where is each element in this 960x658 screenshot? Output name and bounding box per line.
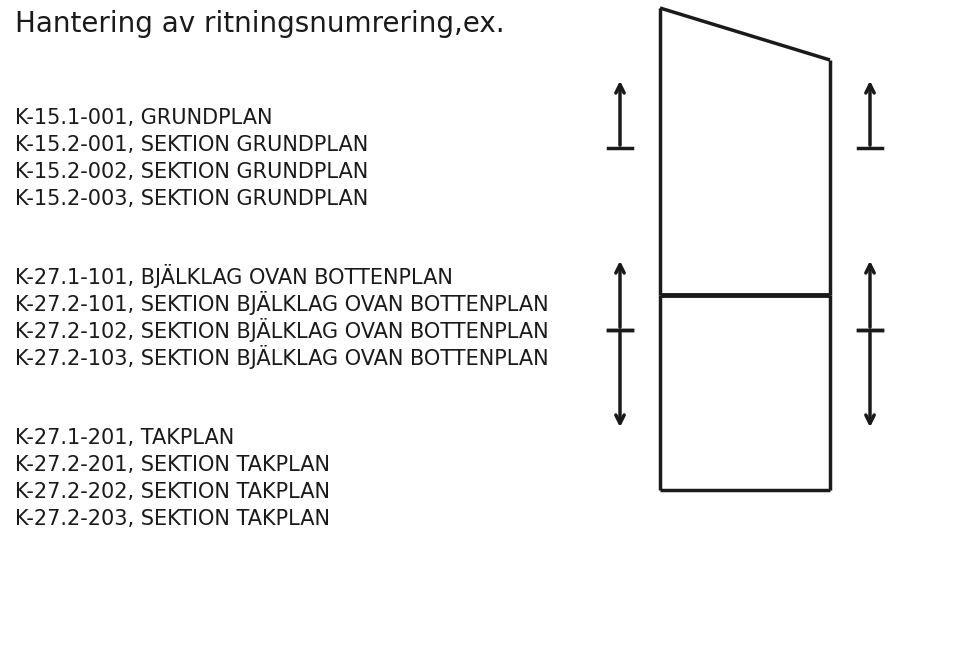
Text: K-27.2-103, SEKTION BJÄLKLAG OVAN BOTTENPLAN: K-27.2-103, SEKTION BJÄLKLAG OVAN BOTTEN… — [15, 345, 548, 369]
Text: K-27.2-203, SEKTION TAKPLAN: K-27.2-203, SEKTION TAKPLAN — [15, 509, 330, 529]
Text: K-27.2-202, SEKTION TAKPLAN: K-27.2-202, SEKTION TAKPLAN — [15, 482, 330, 502]
Text: K-27.2-102, SEKTION BJÄLKLAG OVAN BOTTENPLAN: K-27.2-102, SEKTION BJÄLKLAG OVAN BOTTEN… — [15, 318, 548, 342]
Text: K-27.1-101, BJÄLKLAG OVAN BOTTENPLAN: K-27.1-101, BJÄLKLAG OVAN BOTTENPLAN — [15, 264, 453, 288]
Text: K-15.2-003, SEKTION GRUNDPLAN: K-15.2-003, SEKTION GRUNDPLAN — [15, 189, 369, 209]
Text: K-27.2-101, SEKTION BJÄLKLAG OVAN BOTTENPLAN: K-27.2-101, SEKTION BJÄLKLAG OVAN BOTTEN… — [15, 291, 548, 315]
Text: K-15.2-001, SEKTION GRUNDPLAN: K-15.2-001, SEKTION GRUNDPLAN — [15, 135, 369, 155]
Text: K-15.1-001, GRUNDPLAN: K-15.1-001, GRUNDPLAN — [15, 108, 273, 128]
Text: Hantering av ritningsnumrering,ex.: Hantering av ritningsnumrering,ex. — [15, 10, 505, 38]
Text: K-15.2-002, SEKTION GRUNDPLAN: K-15.2-002, SEKTION GRUNDPLAN — [15, 162, 369, 182]
Text: K-27.2-201, SEKTION TAKPLAN: K-27.2-201, SEKTION TAKPLAN — [15, 455, 330, 475]
Text: K-27.1-201, TAKPLAN: K-27.1-201, TAKPLAN — [15, 428, 234, 448]
